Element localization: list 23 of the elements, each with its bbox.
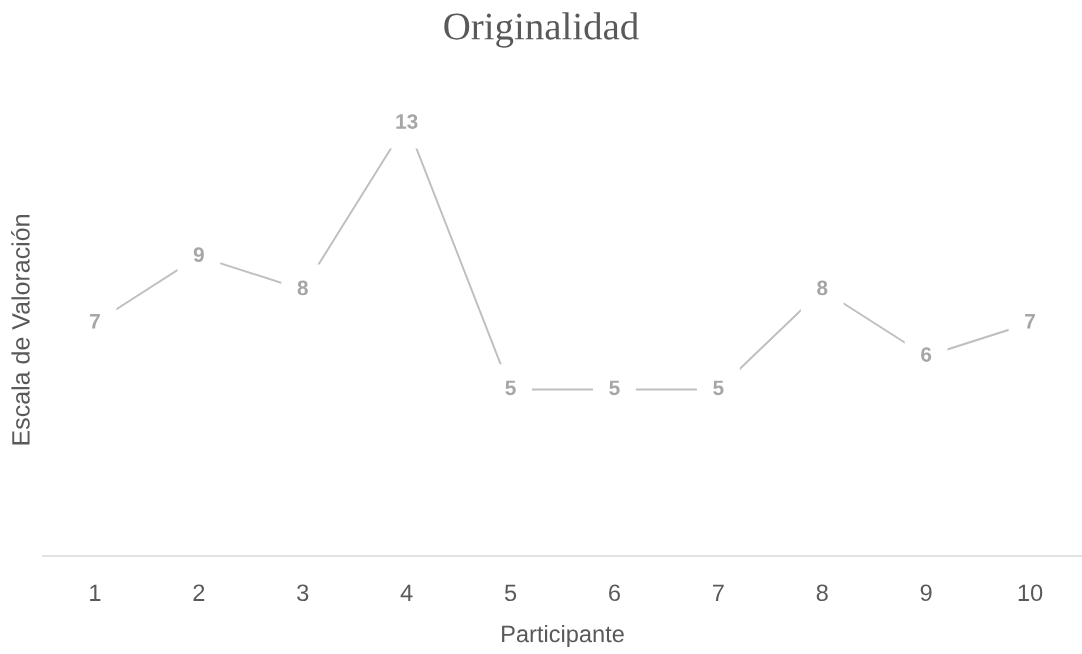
data-label: 9 <box>193 247 204 263</box>
data-label: 5 <box>713 380 724 396</box>
y-axis-title: Escala de Valoración <box>11 215 30 445</box>
data-label: 5 <box>609 380 620 396</box>
chart-title: Originalidad <box>444 12 639 48</box>
x-axis-title: Participante <box>502 624 624 647</box>
x-tick-label: 9 <box>920 584 932 602</box>
data-label: 8 <box>297 280 308 296</box>
data-label: 6 <box>921 347 932 362</box>
x-tick-label: 2 <box>193 584 205 601</box>
x-tick-label: 10 <box>1018 584 1043 602</box>
data-label: 5 <box>505 380 516 396</box>
data-label: 13 <box>396 114 418 129</box>
x-tick-label: 1 <box>90 584 101 601</box>
data-label: 8 <box>817 280 828 296</box>
x-tick-label: 8 <box>816 584 828 602</box>
x-tick-label: 3 <box>297 584 309 602</box>
x-tick-label: 7 <box>713 584 724 601</box>
data-label: 7 <box>1025 314 1035 329</box>
x-tick-label: 4 <box>400 584 413 601</box>
data-label: 7 <box>90 314 100 329</box>
x-tick-label: 6 <box>609 584 620 602</box>
x-tick-label: 5 <box>504 584 517 602</box>
